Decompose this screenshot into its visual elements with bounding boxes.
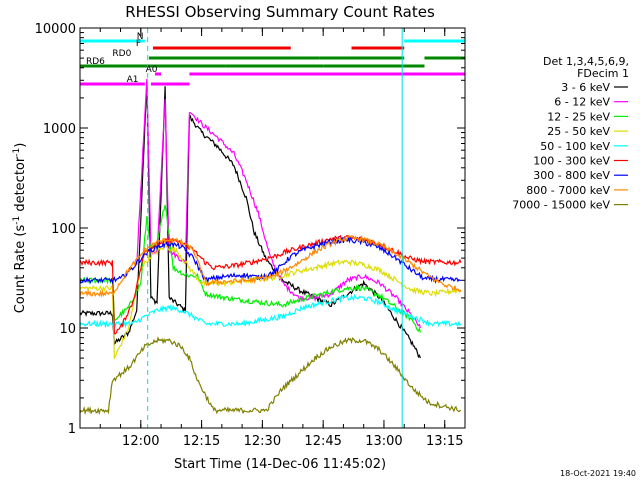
x-tick-label-4: 13:00: [365, 434, 402, 449]
y-tick-label-4: 10000: [35, 22, 76, 37]
series-line-9: [80, 336, 462, 416]
y-axis-label-main: Count Rate (s: [13, 225, 28, 314]
bar-label-0: N: [137, 32, 144, 42]
bar-label-5: A1: [127, 75, 139, 85]
legend-header-0: Det 1,3,4,5,6,9,: [543, 55, 629, 68]
legend-label-4: 25 - 50 keV: [547, 125, 610, 138]
legend-header-1: FDecim 1: [577, 67, 629, 80]
legend-label-5: 50 - 100 keV: [540, 140, 610, 153]
series-line-6: [80, 234, 462, 335]
legend-label-1: 3 - 6 keV: [561, 81, 610, 94]
series-line-1: [80, 80, 421, 359]
y-tick-label-3: 1000: [43, 122, 76, 137]
timestamp: 18-Oct-2021 19:40: [560, 469, 636, 478]
attenuator-bars-layer: [80, 39, 465, 86]
bar-label-3: RD6: [86, 57, 105, 67]
y-axis-label-sup1: -1: [12, 216, 22, 225]
legend: Det 1,3,4,5,6,9,FDecim 13 - 6 keV 6 - 12 …: [512, 55, 629, 212]
y-axis-label-sup2: -1: [12, 148, 22, 157]
x-tick-label-1: 12:15: [183, 434, 220, 449]
chart-title: RHESSI Observing Summary Count Rates: [125, 3, 435, 21]
y-axis-label-end: ): [13, 143, 28, 148]
svg-text:Count Rate (s-1 detector-1): Count Rate (s-1 detector-1): [12, 143, 28, 314]
plot-area: [80, 28, 465, 428]
bar-label-4: A0: [146, 65, 158, 75]
y-tick-label-2: 100: [51, 222, 76, 237]
x-tick-label-5: 13:15: [426, 434, 463, 449]
legend-label-9: 7000 - 15000 keV: [512, 199, 610, 212]
y-tick-label-1: 10: [59, 322, 76, 337]
legend-label-8: 800 - 7000 keV: [526, 184, 610, 197]
markers-layer: [147, 28, 403, 428]
bar-labels-layer: NF RD0 RD6 A0 A1: [86, 32, 158, 85]
x-tick-label-0: 12:00: [122, 434, 159, 449]
plot-frame: [79, 27, 466, 429]
y-tick-label-0: 1: [68, 422, 76, 437]
bar-label-1: F: [136, 39, 141, 49]
y-axis-label-mid: detector: [13, 156, 28, 216]
x-tick-label-2: 12:30: [244, 434, 281, 449]
series-line-7: [80, 236, 461, 285]
legend-label-7: 300 - 800 keV: [533, 169, 610, 182]
y-axis-label: Count Rate (s-1 detector-1): [12, 143, 28, 314]
bar-label-2: RD0: [112, 49, 131, 59]
x-axis-label: Start Time (14-Dec-06 11:45:02): [174, 457, 386, 472]
legend-label-3: 12 - 25 keV: [547, 110, 610, 123]
ticks-layer: 12:00 12:15 12:30 12:45 13:00 13:15 1 10 100 1000…: [35, 22, 466, 449]
series-line-8: [80, 234, 462, 298]
series-layer: [80, 78, 462, 416]
legend-label-6: 100 - 300 keV: [533, 155, 610, 168]
x-tick-label-3: 12:45: [304, 434, 341, 449]
series-line-5: [80, 293, 462, 329]
series-line-2: [136, 78, 421, 329]
legend-label-2: 6 - 12 keV: [554, 96, 610, 109]
